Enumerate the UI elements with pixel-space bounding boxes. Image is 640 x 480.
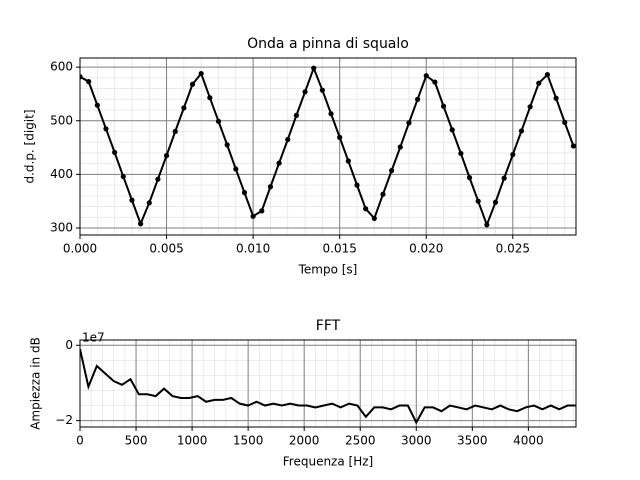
data-point — [103, 126, 109, 132]
data-point — [536, 80, 542, 86]
data-point — [440, 103, 447, 109]
y-tick-label: 600 — [50, 60, 73, 74]
x-tick-label: 0.010 — [236, 242, 270, 256]
data-point — [112, 149, 118, 155]
data-point — [518, 128, 525, 134]
data-point — [562, 119, 568, 125]
data-point — [302, 89, 308, 95]
data-point — [94, 102, 100, 108]
data-point — [207, 95, 213, 101]
data-point — [501, 175, 507, 181]
data-point — [414, 96, 421, 102]
x-tick-label: 0.015 — [323, 242, 357, 256]
data-point — [198, 70, 204, 77]
data-point — [553, 95, 559, 101]
data-point — [241, 190, 248, 196]
data-point — [224, 142, 230, 148]
x-tick-label: 500 — [125, 434, 148, 448]
data-point — [267, 184, 274, 190]
data-point — [259, 208, 265, 214]
x-tick-label: 1500 — [233, 434, 264, 448]
data-point — [181, 105, 187, 111]
x-tick-label: 0.000 — [63, 242, 97, 256]
data-point — [285, 136, 291, 143]
data-point — [172, 128, 178, 135]
chart-title: Onda a pinna di squalo — [247, 36, 409, 52]
x-tick-label: 0.020 — [409, 242, 443, 256]
x-tick-label: 0.025 — [496, 242, 530, 256]
data-point — [233, 166, 239, 172]
data-point — [189, 81, 196, 87]
x-tick-label: 4000 — [513, 434, 544, 448]
data-point — [215, 118, 222, 124]
x-tick-label: 2000 — [289, 434, 320, 448]
data-point — [155, 176, 161, 182]
y-tick-label: 300 — [50, 221, 73, 235]
x-tick-label: 0.005 — [149, 242, 183, 256]
data-point — [319, 87, 325, 93]
data-point — [484, 222, 490, 228]
data-point — [163, 153, 170, 159]
x-tick-label: 2500 — [345, 434, 376, 448]
data-point — [311, 65, 317, 71]
data-point — [137, 221, 144, 227]
data-point — [423, 73, 429, 79]
y-axis-label: Ampiezza in dB — [29, 337, 43, 430]
data-point — [293, 112, 300, 118]
chart-title: FFT — [316, 318, 341, 334]
data-point — [276, 160, 282, 166]
plot-area — [80, 65, 576, 228]
y-tick-label: 500 — [50, 113, 73, 127]
data-point — [250, 213, 256, 219]
data-point — [475, 198, 481, 204]
data-point — [389, 168, 395, 174]
axes-frame — [79, 57, 577, 236]
data-point — [345, 158, 351, 164]
plot-area — [80, 348, 576, 425]
data-point — [363, 206, 369, 212]
y-tick-label: 400 — [50, 167, 73, 181]
data-point — [397, 144, 403, 150]
data-point — [129, 197, 135, 203]
data-point — [432, 79, 438, 85]
data-point — [466, 175, 473, 181]
data-point — [458, 150, 464, 157]
x-axis-label: Tempo [s] — [298, 263, 358, 277]
data-point — [380, 191, 386, 197]
data-point — [570, 143, 576, 149]
x-tick-label: 0 — [76, 434, 84, 448]
y-offset-label: 1e7 — [82, 331, 105, 345]
data-line — [80, 65, 575, 228]
data-point — [146, 200, 152, 206]
data-line — [80, 348, 576, 425]
x-tick-label: 1000 — [177, 434, 208, 448]
data-point — [86, 79, 92, 85]
data-point — [527, 104, 533, 110]
x-tick-label: 3000 — [401, 434, 432, 448]
data-point — [337, 134, 343, 140]
data-point — [492, 199, 499, 205]
data-point — [328, 111, 334, 117]
data-point — [544, 72, 551, 78]
axes-frame — [79, 339, 577, 428]
y-tick-label: −2 — [55, 413, 73, 427]
data-point — [354, 182, 360, 188]
data-point — [120, 173, 126, 180]
data-point — [406, 120, 412, 126]
x-axis-label: Frequenza [Hz] — [283, 455, 373, 469]
y-tick-label: 0 — [65, 338, 73, 352]
data-point — [449, 127, 455, 133]
data-point — [80, 74, 83, 80]
data-point — [510, 151, 516, 158]
y-axis-label: d.d.p. [digit] — [23, 109, 37, 183]
x-tick-label: 3500 — [457, 434, 488, 448]
data-point — [371, 215, 377, 221]
